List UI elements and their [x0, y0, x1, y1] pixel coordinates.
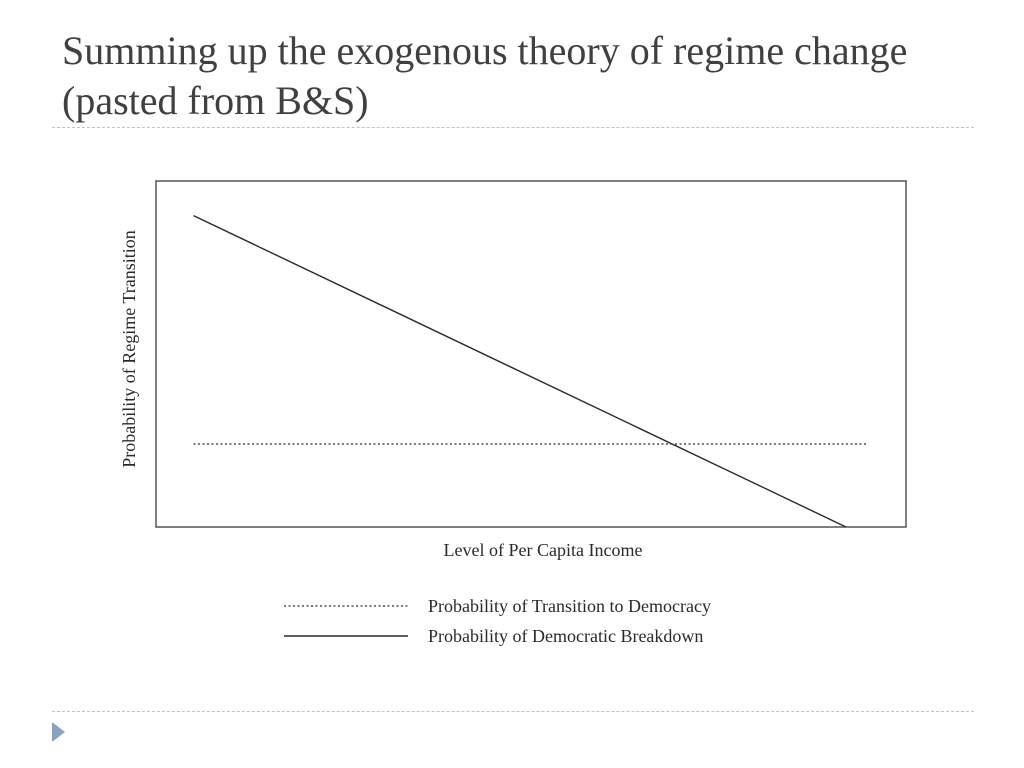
footer-divider	[52, 711, 974, 712]
x-axis-label: Level of Per Capita Income	[444, 540, 643, 560]
legend-label-transition: Probability of Transition to Democracy	[428, 596, 711, 616]
plot-frame	[155, 180, 907, 528]
series-layer	[193, 214, 869, 528]
series-line-breakdown	[193, 214, 847, 528]
title-divider	[52, 127, 974, 128]
triangle-right-icon[interactable]	[52, 722, 65, 742]
y-axis-label: Probability of Regime Transition	[119, 230, 139, 468]
legend: Probability of Transition to Democracy P…	[284, 596, 711, 646]
legend-label-breakdown: Probability of Democratic Breakdown	[428, 626, 703, 646]
slide-title: Summing up the exogenous theory of regim…	[62, 28, 908, 123]
